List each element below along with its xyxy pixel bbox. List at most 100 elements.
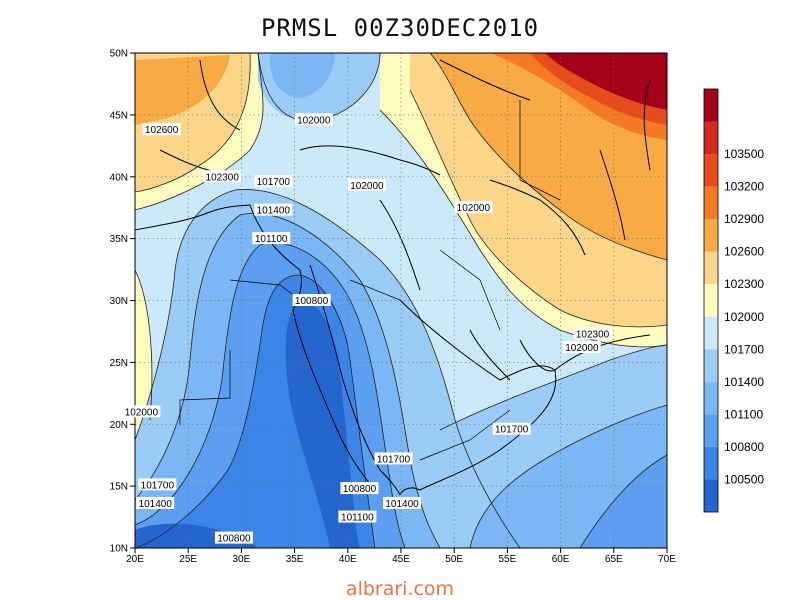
contour-label: 101700: [374, 452, 413, 465]
contour-label-background: [138, 478, 177, 491]
axis-ticks: [130, 52, 668, 553]
colorbar-swatch: [704, 446, 718, 480]
lon-tick-label: 45E: [392, 554, 410, 565]
colorbar-swatch: [704, 186, 718, 220]
contour-label: 100800: [340, 482, 379, 495]
contour-label: 101700: [492, 422, 531, 436]
pressure-zone-101400-blacksea: [270, 53, 335, 98]
lon-tick-label: 30E: [233, 554, 251, 565]
colorbar-swatch: [704, 154, 718, 187]
contour-label-background: [252, 232, 291, 245]
colorbar-swatch: [704, 284, 718, 317]
lon-tick-label: 20E: [126, 554, 144, 565]
lon-tick-label: 25E: [179, 554, 197, 565]
colorbar-labels: 100500 100800 101100 101400 101700 102000 1023…: [724, 147, 764, 486]
contour-label: 102300: [573, 327, 612, 340]
contour-label-text: 101700: [495, 425, 529, 436]
contour-label: 102600: [142, 123, 181, 136]
contour-label-background: [136, 496, 175, 509]
contour-label-background: [122, 405, 161, 418]
lat-tick-label: 45N: [110, 110, 128, 121]
contour-label-text: 101100: [255, 234, 288, 245]
lon-tick-label: 55E: [499, 554, 517, 565]
colorbar-level-label: 102000: [724, 310, 764, 324]
lat-tick-label: 20N: [110, 420, 128, 431]
colorbar-swatches: [703, 88, 719, 513]
contour-labels: 102600 102300 101700 101400 101100 102000 1020…: [122, 113, 612, 545]
colorbar-level-label: 103200: [724, 180, 764, 194]
contour-label: 102000: [294, 113, 333, 126]
contour-label-text: 101400: [139, 499, 173, 510]
contour-label-text: 101400: [257, 206, 291, 217]
pressure-zone-101100-east: [580, 455, 667, 548]
contour-label-background: [294, 113, 333, 126]
contour-label: 102000: [122, 405, 161, 418]
colorbar-level-label: 100500: [724, 472, 764, 486]
colorbar-level-label: 101100: [724, 407, 763, 421]
contour-label-background: [573, 327, 612, 340]
colorbar-level-label: 100800: [724, 440, 764, 454]
contour-label-text: 101700: [257, 177, 291, 188]
contour-label-background: [347, 178, 386, 191]
colorbar-swatch: [704, 251, 718, 285]
pressure-zone-103800-east: [545, 53, 667, 110]
contour-label: 101100: [252, 232, 291, 245]
contour-label-text: 100800: [295, 296, 329, 307]
colorbar-level-label: 102300: [724, 277, 764, 291]
contour-label-text: 100800: [343, 484, 377, 495]
contour-label: 102000: [454, 201, 493, 214]
colorbar-level-label: 102600: [724, 245, 764, 259]
lat-tick-label: 15N: [110, 482, 128, 493]
contour-label: 101700: [138, 478, 177, 491]
contour-label: 102000: [562, 341, 601, 354]
colorbar-swatch: [704, 219, 718, 252]
colorbar-frame: [703, 88, 719, 513]
lat-tick-label: 40N: [110, 172, 128, 183]
contour-label-text: 102000: [350, 181, 384, 192]
contour-label: 100800: [292, 294, 331, 307]
contour-label-text: 101100: [341, 513, 374, 524]
contour-label-text: 102000: [565, 343, 599, 354]
lon-tick-label: 65E: [605, 554, 623, 565]
contour-label-background: [292, 294, 331, 306]
contour-label-background: [214, 531, 253, 544]
contour-label: 101400: [383, 496, 422, 510]
contour-label-text: 102300: [576, 329, 610, 340]
contour-label-background: [340, 482, 379, 495]
contour-label-background: [562, 341, 601, 354]
lon-tick-label: 50E: [445, 554, 463, 565]
colorbar-swatch: [704, 89, 718, 122]
contour-label: 102300: [203, 170, 242, 183]
lon-tick-label: 60E: [552, 554, 570, 565]
contour-label-text: 102000: [457, 203, 491, 214]
axis-labels: 20E 25E 30E 35E 40E 45E 50E 55E 60E 65E …: [110, 49, 677, 566]
lat-tick-label: 10N: [110, 544, 128, 555]
lon-tick-label: 40E: [339, 554, 357, 565]
colorbar-swatch: [704, 381, 718, 415]
colorbar-level-label: 101400: [724, 375, 764, 389]
watermark: albrari.com: [345, 578, 455, 600]
colorbar-level-label: 102900: [724, 212, 764, 226]
contour-label-text: 100800: [217, 534, 251, 545]
colorbar-level-label: 101700: [724, 342, 764, 356]
colorbar-swatch: [704, 414, 718, 447]
contour-label-background: [338, 510, 377, 523]
contour-label-text: 101400: [385, 499, 419, 510]
contour-label-text: 102600: [145, 125, 179, 136]
contour-label-background: [492, 422, 531, 435]
lat-tick-label: 35N: [110, 234, 128, 245]
contour-label-background: [374, 452, 413, 465]
contour-label-background: [383, 496, 422, 509]
contour-label: 102000: [347, 178, 386, 192]
contour-label: 101400: [254, 203, 293, 217]
lon-tick-label: 70E: [658, 554, 676, 565]
contour-label-text: 101700: [141, 480, 175, 491]
lat-tick-label: 30N: [110, 296, 128, 307]
chart-title: PRMSL 00Z30DEC2010: [260, 14, 540, 42]
pressure-zone-102300-strip: [135, 270, 152, 430]
contour-label-text: 102000: [297, 115, 331, 126]
political-borders: [179, 100, 561, 461]
contour-label-background: [254, 203, 293, 216]
